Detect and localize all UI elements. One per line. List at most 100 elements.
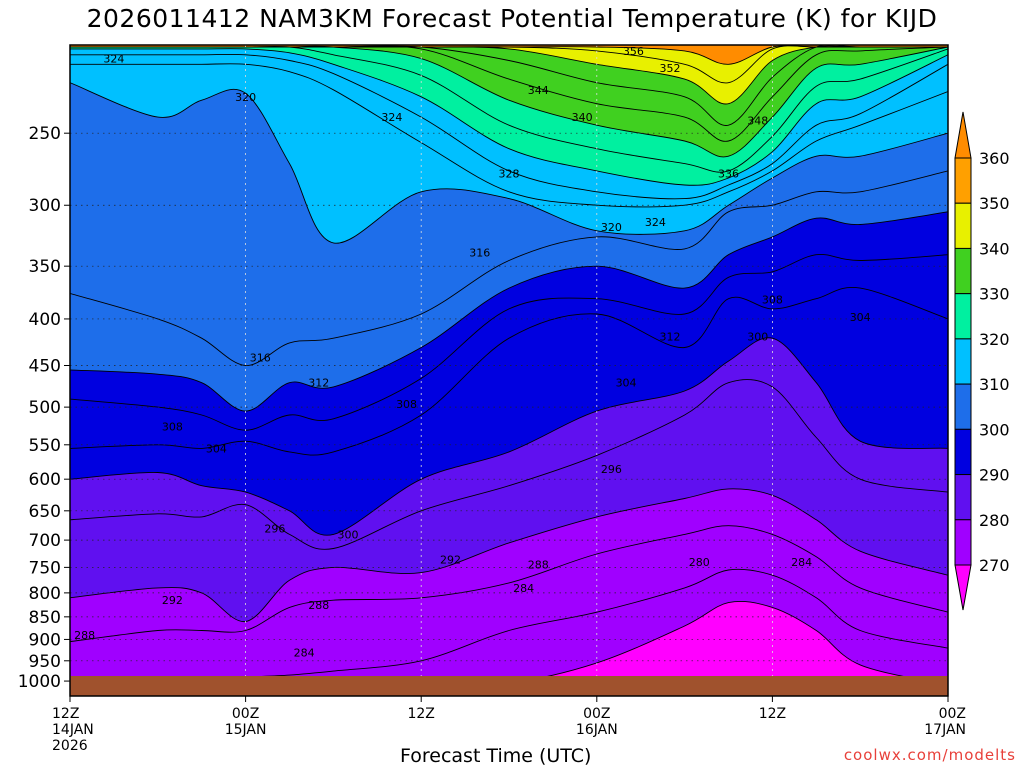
contour-label: 316 — [250, 352, 271, 365]
contour-labels: 324 320 324 344 340 356 352 348 328 336 320 324 316 3… — [74, 45, 871, 659]
contour-label-text: 280 — [689, 556, 710, 569]
x-tick-label: 00Z — [232, 706, 259, 722]
contour-label-text: 308 — [162, 420, 183, 433]
plot-frame — [69, 44, 949, 697]
contour-label-text: 296 — [264, 523, 285, 536]
contour-label: 324 — [381, 111, 402, 124]
contour-label: 284 — [791, 556, 812, 569]
x-tick-label: 00Z — [583, 706, 610, 722]
contour-label-text: 284 — [791, 556, 812, 569]
contour-label: 356 — [623, 45, 644, 58]
contour-label-text: 344 — [528, 84, 549, 97]
colorbar-label: 340 — [979, 239, 1010, 258]
contour-label: 300 — [338, 528, 359, 541]
colorbar-band-340 — [954, 202, 972, 249]
y-tick-label: 600 — [29, 470, 61, 490]
colorbar-extend-low — [954, 564, 972, 611]
colorbar-band-290 — [954, 428, 972, 476]
x-tick-label: 14JAN — [52, 722, 94, 738]
isentrope-328 — [70, 53, 948, 200]
x-tick-label: 12Z — [759, 706, 786, 722]
y-tick-label: 800 — [29, 584, 61, 604]
x-tick-label: 17JAN — [924, 722, 966, 738]
colorbar-band-280 — [954, 474, 972, 521]
contour-label: 300 — [747, 330, 768, 343]
isentrope-312 — [70, 211, 948, 412]
contour-label-text: 320 — [601, 221, 622, 234]
isentrope-332 — [70, 48, 948, 186]
contour-label-text: 324 — [381, 111, 402, 124]
isentrope-316 — [70, 170, 948, 366]
contour-label: 328 — [499, 168, 520, 181]
contour-label-text: 336 — [718, 168, 739, 181]
y-tick-label: 350 — [29, 257, 61, 277]
contour-label-text: 284 — [294, 646, 315, 659]
colorbar-label: 310 — [979, 375, 1010, 394]
x-tick-label: 00Z — [939, 706, 966, 722]
y-tick-label: 500 — [29, 398, 61, 418]
colorbar-band-270 — [954, 519, 972, 566]
isentrope-296 — [70, 379, 948, 550]
ground-surface — [70, 676, 948, 696]
contour-label: 292 — [162, 594, 183, 607]
contour-label-text: 288 — [308, 599, 329, 612]
contour-label: 340 — [572, 111, 593, 124]
colorbar-label: 280 — [979, 511, 1010, 530]
x-tick-label: 2026 — [52, 738, 88, 754]
colorbar: 270 280 290 300 310 320 330 340 350 360 — [954, 111, 1010, 611]
contour-label: 348 — [747, 114, 768, 127]
isentrope-288 — [70, 525, 948, 643]
contour-label: 288 — [74, 629, 95, 642]
isentrope-308 — [70, 253, 948, 431]
contour-label: 288 — [308, 599, 329, 612]
contour-label: 312 — [659, 330, 680, 343]
contour-label-text: 304 — [616, 377, 637, 390]
colorbar-band-320 — [954, 293, 972, 340]
contour-label-text: 348 — [747, 114, 768, 127]
y-tick-label: 900 — [29, 630, 61, 650]
y-tick-label: 650 — [29, 502, 61, 522]
y-axis: 2503003504004505005506006507007508008509… — [18, 124, 70, 692]
contour-label-text: 284 — [513, 582, 534, 595]
contour-label: 324 — [645, 216, 666, 229]
x-tick-label: 12Z — [52, 706, 79, 722]
contour-label: 284 — [294, 646, 315, 659]
y-tick-label: 1000 — [18, 672, 61, 692]
y-tick-label: 550 — [29, 436, 61, 456]
contour-label: 308 — [162, 420, 183, 433]
contour-label-text: 324 — [645, 216, 666, 229]
contour-label-text: 356 — [623, 45, 644, 58]
contour-label-text: 340 — [572, 111, 593, 124]
contour-label-text: 296 — [601, 463, 622, 476]
contour-label: 292 — [440, 553, 461, 566]
y-tick-label: 250 — [29, 124, 61, 144]
colorbar-extend-high — [954, 111, 972, 159]
colorbar-label: 290 — [979, 466, 1010, 485]
plot-area: 324 320 324 344 340 356 352 348 328 336 320 324 316 3… — [70, 45, 948, 696]
contour-label: 308 — [762, 294, 783, 307]
y-tick-label: 950 — [29, 652, 61, 672]
isentrope-300 — [70, 337, 948, 536]
theta-fill-360 — [70, 45, 948, 65]
x-tick-label: 12Z — [407, 706, 434, 722]
colorbar-band-310 — [954, 338, 972, 385]
contour-label-text: 292 — [440, 553, 461, 566]
y-tick-label: 850 — [29, 608, 61, 628]
contour-label-text: 316 — [250, 352, 271, 365]
isentrope-320 — [70, 82, 948, 244]
contour-label: 280 — [689, 556, 710, 569]
credit-link[interactable]: coolwx.com/modelts — [843, 746, 1016, 764]
contour-label-text: 328 — [499, 168, 520, 181]
contour-label-text: 312 — [308, 377, 329, 390]
contour-label-text: 320 — [235, 91, 256, 104]
contour-label: 288 — [528, 559, 549, 572]
y-tick-label: 750 — [29, 558, 61, 578]
contour-label-text: 288 — [74, 629, 95, 642]
y-tick-label: 450 — [29, 356, 61, 376]
isentrope-360 — [70, 45, 948, 65]
contour-label: 344 — [528, 84, 549, 97]
contour-label-text: 304 — [850, 311, 871, 324]
colorbar-label: 320 — [979, 330, 1010, 349]
contour-label: 304 — [206, 442, 227, 455]
